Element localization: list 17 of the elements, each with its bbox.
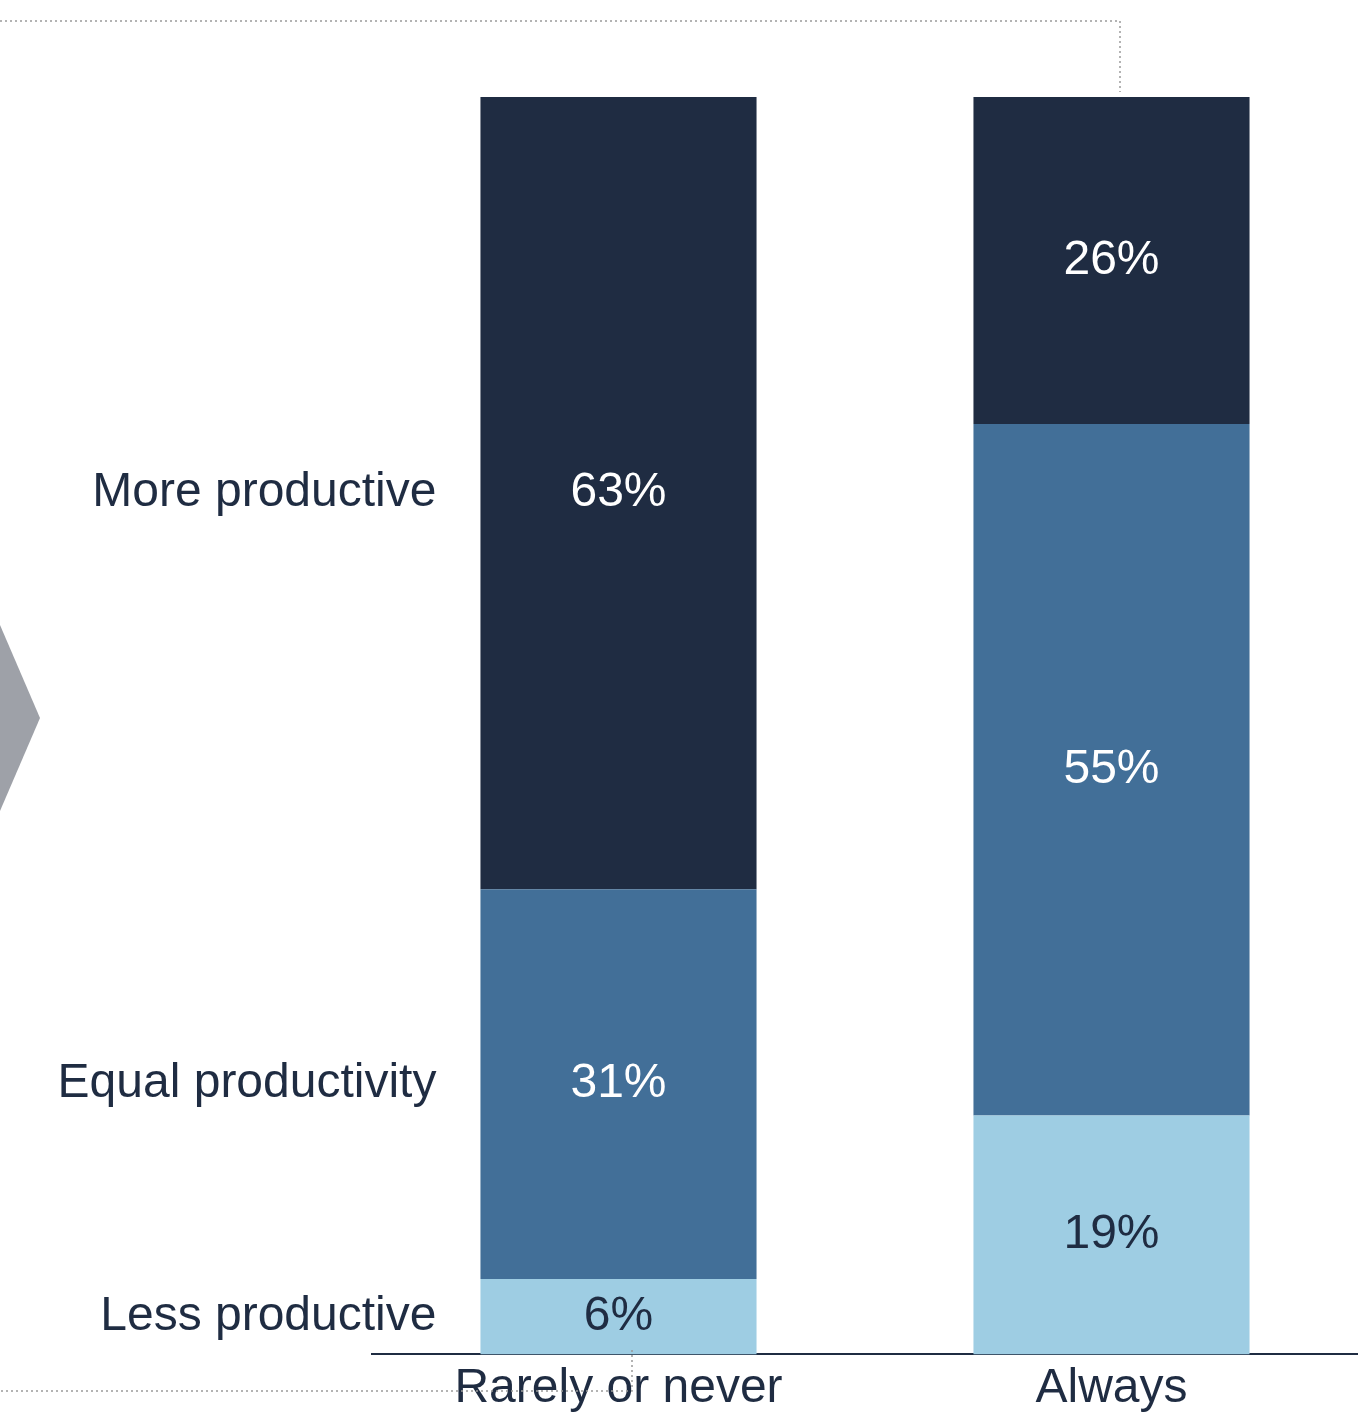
data-label: 63%: [570, 463, 667, 517]
x-tick-label: Always: [1035, 1359, 1188, 1413]
data-label: 19%: [1063, 1205, 1160, 1259]
x-tick-label: Rarely or never: [454, 1359, 783, 1413]
data-label: 55%: [1063, 739, 1160, 793]
series-label: Equal productivity: [57, 1054, 437, 1108]
series-label: More productive: [92, 463, 437, 517]
series-label: Less productive: [100, 1286, 437, 1340]
data-label: 26%: [1063, 230, 1160, 284]
bar: [973, 1115, 1250, 1355]
bar: [973, 423, 1250, 1116]
bar: [480, 1278, 757, 1355]
data-label: 31%: [570, 1054, 667, 1108]
data-label: 6%: [583, 1286, 654, 1340]
bar: [480, 889, 757, 1279]
bar: [973, 97, 1250, 424]
bar: [480, 97, 757, 890]
